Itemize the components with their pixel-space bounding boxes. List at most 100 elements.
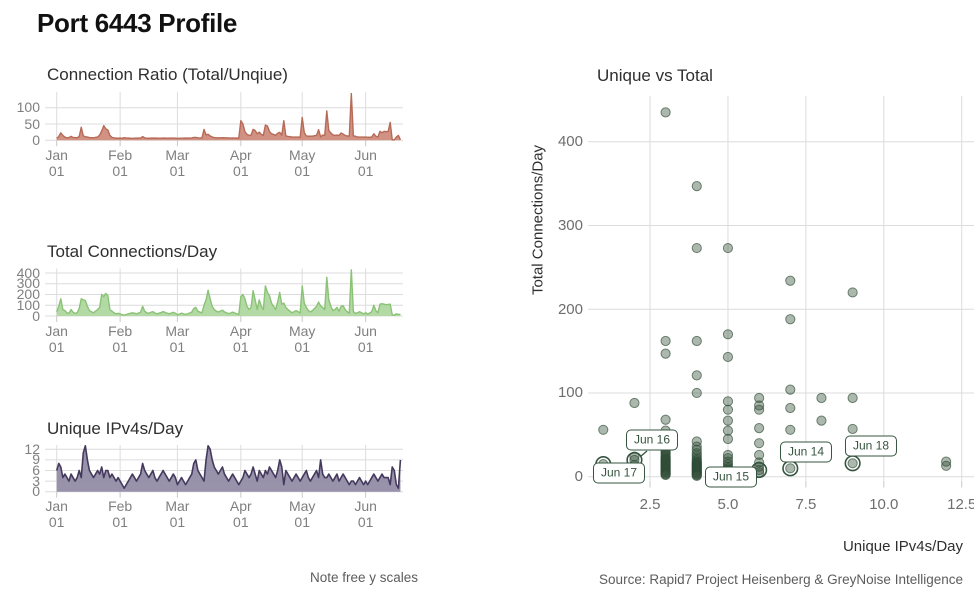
- scatter-y-tick-label: 100: [557, 384, 583, 402]
- scatter-y-tick-label: 300: [557, 216, 583, 234]
- scatter-point: [754, 392, 765, 404]
- y-tick-label-unique: 6: [32, 462, 40, 478]
- scatter-x-tick-label: 10.0: [869, 496, 899, 513]
- scatter-point: [754, 404, 765, 415]
- x-tick-label-ratio-mar: Mar 01: [165, 146, 190, 179]
- scatter-point: [816, 415, 827, 426]
- area-line-unique: [55, 444, 402, 489]
- y-tick-label-unique: 9: [32, 451, 40, 468]
- scatter-y-tick-label: 200: [557, 300, 583, 318]
- scatter-point: [785, 402, 796, 414]
- scatter-x-tick-label: 12.5: [947, 496, 974, 513]
- scatter-point: [691, 470, 702, 481]
- scatter-point: [660, 107, 671, 118]
- y-tick-label-total: 400: [16, 264, 40, 281]
- scatter-point: [660, 414, 671, 425]
- x-tick-label-ratio-feb: Feb 01: [108, 146, 133, 179]
- x-tick-label-total-apr: Apr 01: [229, 322, 252, 355]
- scatter-x-tick-label: 5.0: [717, 496, 739, 513]
- area-fill-unique: [56, 445, 401, 492]
- total-chart-title: Total Connections/Day: [47, 242, 218, 261]
- scatter-point: [691, 335, 702, 347]
- x-tick-label-ratio-apr: Apr 01: [229, 146, 252, 179]
- y-tick-label-total: 300: [16, 275, 40, 292]
- x-tick-label-total-mar: Mar 01: [165, 322, 190, 355]
- scatter-point: [722, 433, 734, 445]
- x-tick-label-unique-jan: Jan 01: [45, 498, 68, 531]
- scatter-point: [785, 424, 796, 435]
- date-label-jun-14: Jun 14: [779, 441, 833, 463]
- scatter-point: [722, 351, 734, 363]
- scatter-x-tick-label: 2.5: [639, 496, 661, 513]
- scatter-point: [785, 275, 796, 286]
- x-tick-label-total-jun: Jun 01: [354, 322, 377, 355]
- y-tick-label-unique: 3: [32, 472, 40, 489]
- scatter-point-highlighted: [785, 463, 796, 474]
- scatter-point: [785, 384, 796, 395]
- y-tick-label-unique: 12: [24, 440, 40, 457]
- scatter-point-highlighted: [847, 458, 858, 469]
- scatter-point: [660, 348, 671, 359]
- scatter-point: [722, 425, 734, 436]
- scatter-point: [847, 423, 858, 435]
- scatter-point: [847, 287, 858, 298]
- scatter-point: [722, 329, 734, 340]
- scatter-point: [691, 242, 702, 254]
- scatter-point: [722, 396, 734, 407]
- scatter-point: [754, 423, 765, 434]
- area-line-total: [56, 269, 401, 316]
- x-tick-label-unique-jun: Jun 01: [354, 498, 377, 531]
- scatter-point: [754, 449, 765, 461]
- scatter-point: [691, 370, 702, 381]
- x-tick-label-total-jan: Jan 01: [45, 322, 68, 355]
- scatter-y-tick-label: 0: [574, 468, 583, 486]
- x-tick-label-unique-apr: Apr 01: [229, 498, 252, 531]
- scatter-point: [691, 444, 702, 455]
- note-caption: Note free y scales: [309, 570, 418, 585]
- scatter-point: [754, 438, 765, 449]
- scatter-point: [722, 453, 734, 464]
- scatter-point: [722, 404, 734, 415]
- scatter-point: [629, 397, 640, 409]
- date-label-jun-18: Jun 18: [844, 435, 898, 457]
- unique-chart-title: Unique IPv4s/Day: [47, 419, 184, 438]
- scatter-x-tick-label: 7.5: [795, 496, 817, 513]
- scatter-point: [816, 392, 827, 404]
- source-caption: Source: Rapid7 Project Heisenberg & Grey…: [599, 572, 963, 587]
- scatter-point: [691, 180, 702, 192]
- y-tick-label-unique: 0: [32, 483, 40, 500]
- scatter-y-tick-label: 400: [557, 133, 583, 151]
- x-tick-label-ratio-may: May 01: [288, 146, 316, 179]
- ratio-chart-title: Connection Ratio (Total/Unqiue): [47, 65, 288, 84]
- scatter-point: [660, 335, 671, 347]
- y-tick-label-ratio: 0: [32, 131, 40, 148]
- y-tick-label-total: 0: [32, 307, 40, 324]
- x-tick-label-ratio-jun: Jun 01: [354, 146, 377, 179]
- date-label-jun-17: Jun 17: [592, 462, 646, 484]
- page-title: Port 6443 Profile: [37, 8, 238, 38]
- scatter-point: [691, 387, 702, 399]
- x-tick-label-total-may: May 01: [288, 322, 316, 355]
- scatter-point: [941, 460, 952, 471]
- x-tick-label-ratio-jan: Jan 01: [45, 146, 68, 179]
- x-tick-label-unique-mar: Mar 01: [165, 498, 190, 531]
- scatter-point: [598, 424, 609, 435]
- scatter-point: [785, 314, 796, 325]
- scatter-title: Unique vs Total: [597, 66, 713, 85]
- date-label-jun-16: Jun 16: [625, 429, 679, 451]
- scatter-point: [722, 242, 734, 254]
- scatter-point: [722, 415, 734, 426]
- y-tick-label-ratio: 100: [16, 99, 40, 116]
- scatter-x-axis-label: Unique IPv4s/Day: [842, 538, 963, 555]
- date-label-jun-15: Jun 15: [704, 466, 758, 488]
- y-tick-label-ratio: 50: [24, 115, 40, 132]
- area-line-ratio: [56, 92, 402, 141]
- x-tick-label-unique-feb: Feb 01: [108, 498, 133, 531]
- x-tick-label-total-feb: Feb 01: [108, 322, 133, 355]
- y-tick-label-total: 200: [16, 286, 40, 302]
- scatter-point: [847, 392, 858, 404]
- x-tick-label-unique-may: May 01: [288, 498, 316, 531]
- scatter-point: [660, 469, 671, 481]
